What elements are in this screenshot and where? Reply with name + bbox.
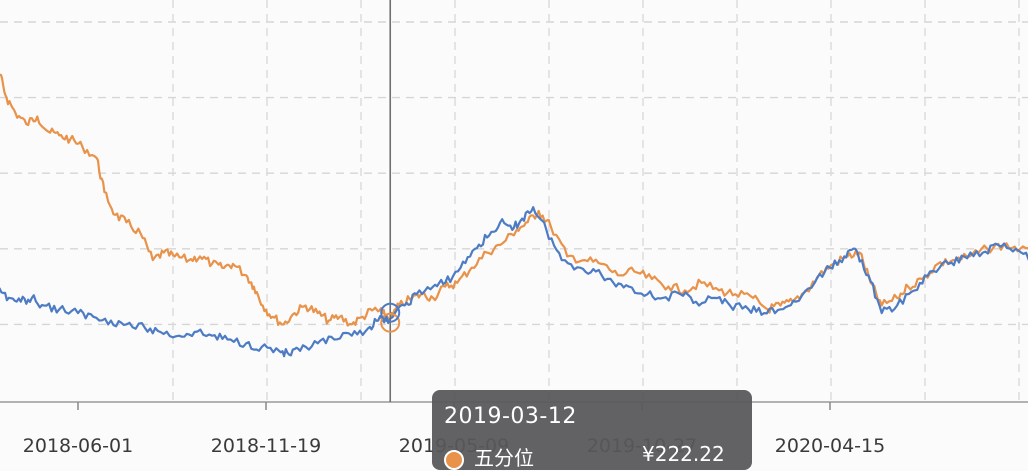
tooltip-series-label: 五分位 <box>474 446 534 470</box>
series-line-2 <box>0 206 1028 358</box>
series-line-1 <box>0 73 1028 327</box>
crosshair-marker-2 <box>380 302 401 323</box>
tooltip-series-marker <box>444 449 464 470</box>
x-tick-label: 2018-11-19 <box>211 435 321 457</box>
chart-tooltip: 2019-03-12 五分位 ¥222.22 <box>432 390 752 470</box>
x-tick-label: 2018-06-01 <box>23 435 133 457</box>
crosshair-marker-1 <box>380 312 401 333</box>
x-tick-label: 2020-04-15 <box>775 435 885 457</box>
tooltip-series-value: ¥222.22 <box>642 442 725 466</box>
tooltip-date: 2019-03-12 <box>444 404 577 429</box>
line-chart: 2018-06-012018-11-192019-05-092019-10-27… <box>0 0 1028 457</box>
